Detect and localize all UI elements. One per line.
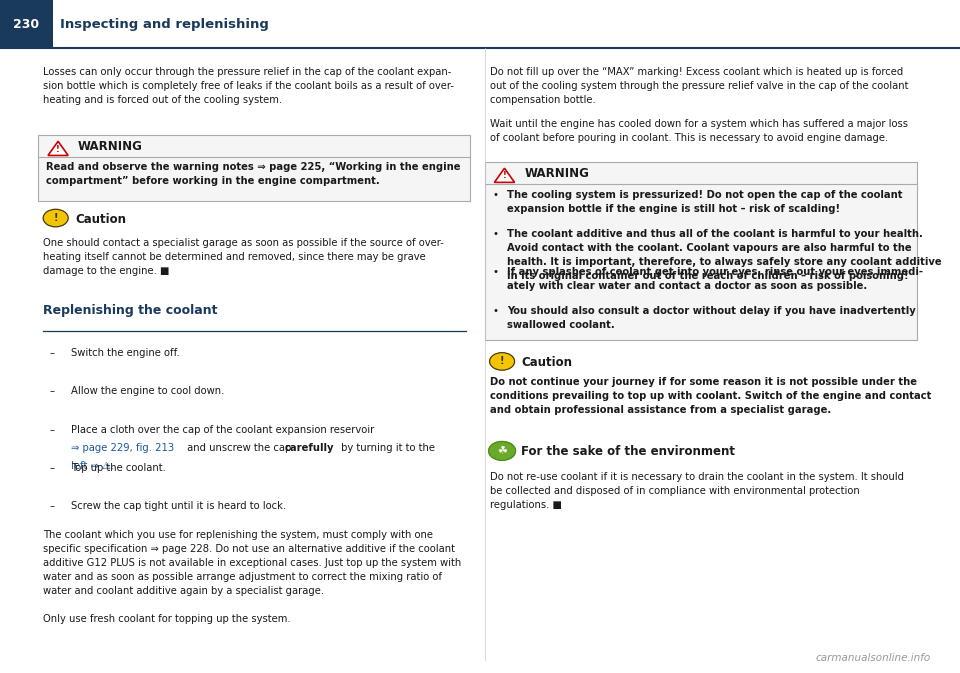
Text: –: – [50, 501, 55, 511]
FancyBboxPatch shape [485, 162, 917, 340]
Polygon shape [494, 168, 515, 182]
Text: Caution: Caution [521, 356, 572, 369]
Text: •: • [492, 229, 498, 239]
Text: Top up the coolant.: Top up the coolant. [71, 463, 166, 473]
Circle shape [489, 441, 516, 460]
Text: If any splashes of coolant get into your eyes, rinse out your eyes immedi-
ately: If any splashes of coolant get into your… [507, 267, 923, 291]
Text: !: ! [502, 172, 507, 180]
Text: Caution: Caution [75, 213, 126, 225]
Text: WARNING: WARNING [524, 167, 589, 180]
Text: Do not re-use coolant if it is necessary to drain the coolant in the system. It : Do not re-use coolant if it is necessary… [490, 472, 903, 510]
Text: carefully: carefully [285, 443, 335, 453]
Text: •: • [492, 306, 498, 316]
Text: Allow the engine to cool down.: Allow the engine to cool down. [71, 386, 225, 396]
Text: ☘: ☘ [497, 446, 507, 456]
Circle shape [43, 209, 68, 227]
Circle shape [490, 353, 515, 370]
FancyBboxPatch shape [0, 0, 53, 48]
Text: Only use fresh coolant for topping up the system.: Only use fresh coolant for topping up th… [43, 614, 291, 624]
Text: !: ! [54, 213, 58, 223]
Polygon shape [48, 141, 68, 155]
Text: The coolant which you use for replenishing the system, must comply with one
spec: The coolant which you use for replenishi… [43, 530, 462, 596]
Text: Losses can only occur through the pressure relief in the cap of the coolant expa: Losses can only occur through the pressu… [43, 67, 454, 105]
Text: and unscrew the cap: and unscrew the cap [184, 443, 295, 453]
Text: •: • [492, 267, 498, 277]
Text: Replenishing the coolant: Replenishing the coolant [43, 304, 218, 317]
Text: –: – [50, 386, 55, 396]
Text: Place a cloth over the cap of the coolant expansion reservoir: Place a cloth over the cap of the coolan… [71, 425, 374, 435]
Text: –: – [50, 348, 55, 358]
Text: One should contact a specialist garage as soon as possible if the source of over: One should contact a specialist garage a… [43, 238, 444, 275]
Text: ⇒ page 229, fig. 213: ⇒ page 229, fig. 213 [71, 443, 174, 453]
Text: 230: 230 [13, 17, 39, 31]
Text: Do not fill up over the “MAX” marking! Excess coolant which is heated up is forc: Do not fill up over the “MAX” marking! E… [490, 67, 908, 105]
Text: WARNING: WARNING [78, 140, 143, 153]
Text: You should also consult a doctor without delay if you have inadvertently
swallow: You should also consult a doctor without… [507, 306, 916, 330]
Text: –: – [50, 463, 55, 473]
Text: For the sake of the environment: For the sake of the environment [521, 445, 735, 458]
FancyBboxPatch shape [0, 0, 960, 48]
Text: •: • [492, 190, 498, 201]
Text: Inspecting and replenishing: Inspecting and replenishing [60, 17, 270, 31]
Text: !: ! [56, 145, 60, 153]
Text: The cooling system is pressurized! Do not open the cap of the coolant
expansion : The cooling system is pressurized! Do no… [507, 190, 902, 215]
Text: Screw the cap tight until it is heard to lock.: Screw the cap tight until it is heard to… [71, 501, 286, 511]
Text: –: – [50, 425, 55, 435]
Text: Wait until the engine has cooled down for a system which has suffered a major lo: Wait until the engine has cooled down fo… [490, 119, 907, 143]
Text: Switch the engine off.: Switch the engine off. [71, 348, 180, 358]
Text: The coolant additive and thus all of the coolant is harmful to your health.
Avoi: The coolant additive and thus all of the… [507, 229, 942, 281]
Text: Read and observe the warning notes ⇒ page 225, “Working in the engine
compartmen: Read and observe the warning notes ⇒ pag… [46, 162, 461, 186]
Text: left ⇒ ⚠.: left ⇒ ⚠. [71, 461, 114, 471]
Text: Do not continue your journey if for some reason it is not possible under the
con: Do not continue your journey if for some… [490, 377, 931, 415]
Text: !: ! [500, 357, 504, 366]
Text: carmanualsonline.info: carmanualsonline.info [816, 653, 931, 663]
Text: by turning it to the: by turning it to the [338, 443, 435, 453]
FancyBboxPatch shape [38, 135, 470, 201]
